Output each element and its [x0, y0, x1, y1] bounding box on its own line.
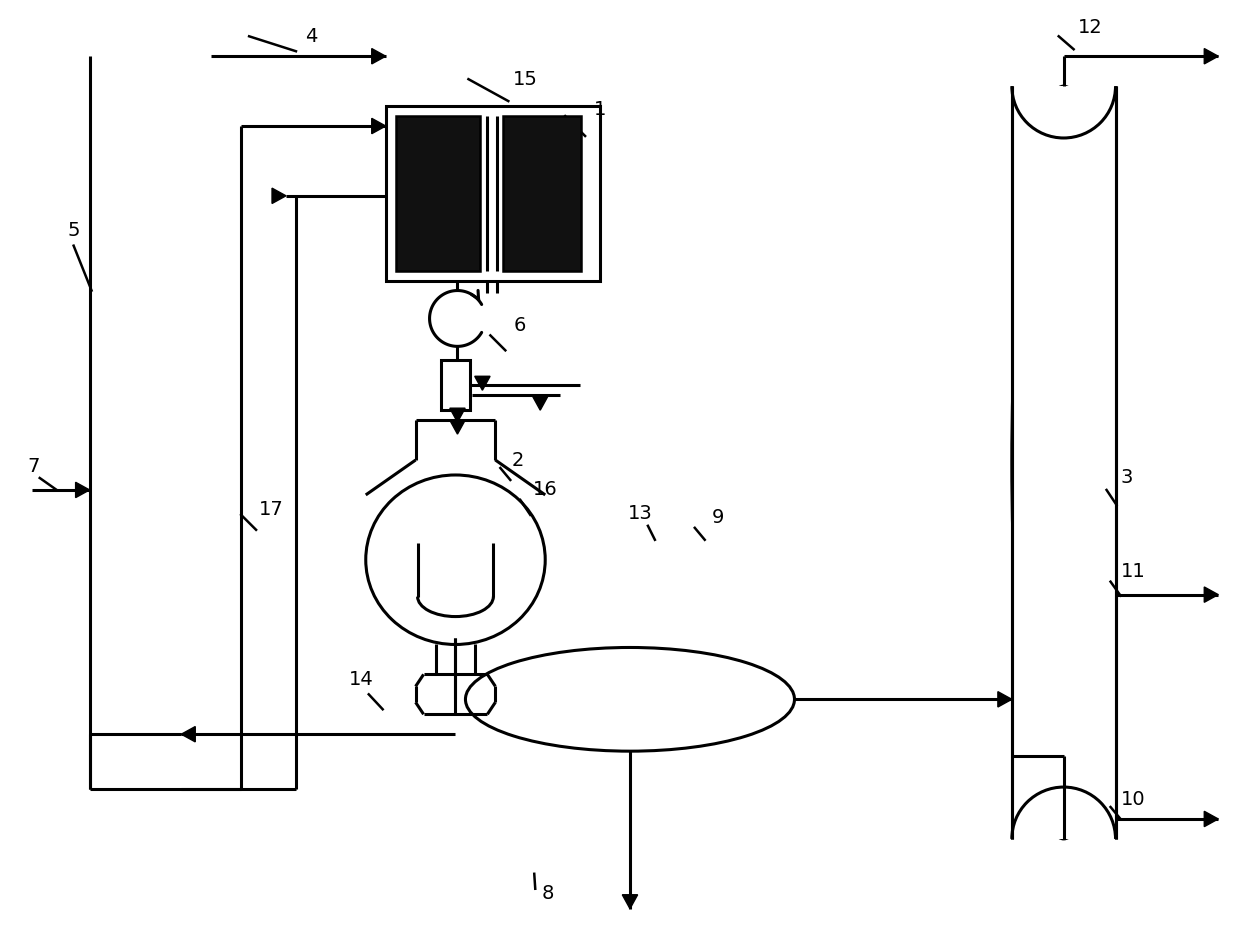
Polygon shape: [181, 727, 195, 742]
Text: 5: 5: [67, 222, 79, 240]
Bar: [386, 106, 600, 281]
Text: 8: 8: [542, 885, 554, 903]
Text: 6: 6: [515, 316, 527, 335]
Polygon shape: [622, 895, 637, 909]
Text: 2: 2: [512, 451, 525, 470]
Text: 9: 9: [712, 508, 724, 528]
Polygon shape: [450, 420, 465, 434]
Polygon shape: [532, 396, 548, 410]
Polygon shape: [272, 188, 286, 204]
Polygon shape: [76, 483, 89, 498]
Polygon shape: [372, 49, 386, 64]
Ellipse shape: [465, 648, 795, 751]
Bar: [503, 116, 582, 270]
Bar: [440, 361, 470, 410]
Text: 12: 12: [1079, 18, 1102, 37]
Bar: [1012, 86, 1116, 839]
Text: 15: 15: [513, 69, 538, 88]
Ellipse shape: [366, 475, 546, 644]
Text: 3: 3: [1120, 469, 1132, 487]
Polygon shape: [372, 118, 386, 133]
Polygon shape: [1204, 811, 1218, 826]
Text: 4: 4: [305, 27, 317, 46]
Text: 1: 1: [594, 100, 606, 118]
Polygon shape: [998, 692, 1012, 707]
Text: 11: 11: [1121, 562, 1146, 581]
Text: 16: 16: [533, 481, 558, 500]
Text: 7: 7: [27, 456, 40, 475]
Polygon shape: [1204, 587, 1218, 602]
Text: 14: 14: [348, 670, 373, 689]
Bar: [396, 116, 480, 270]
Polygon shape: [475, 377, 490, 391]
Polygon shape: [450, 408, 465, 423]
Ellipse shape: [1012, 86, 1116, 839]
Text: 10: 10: [1121, 790, 1146, 808]
Text: 17: 17: [259, 500, 284, 519]
Polygon shape: [1204, 49, 1218, 64]
Text: 13: 13: [627, 504, 652, 523]
